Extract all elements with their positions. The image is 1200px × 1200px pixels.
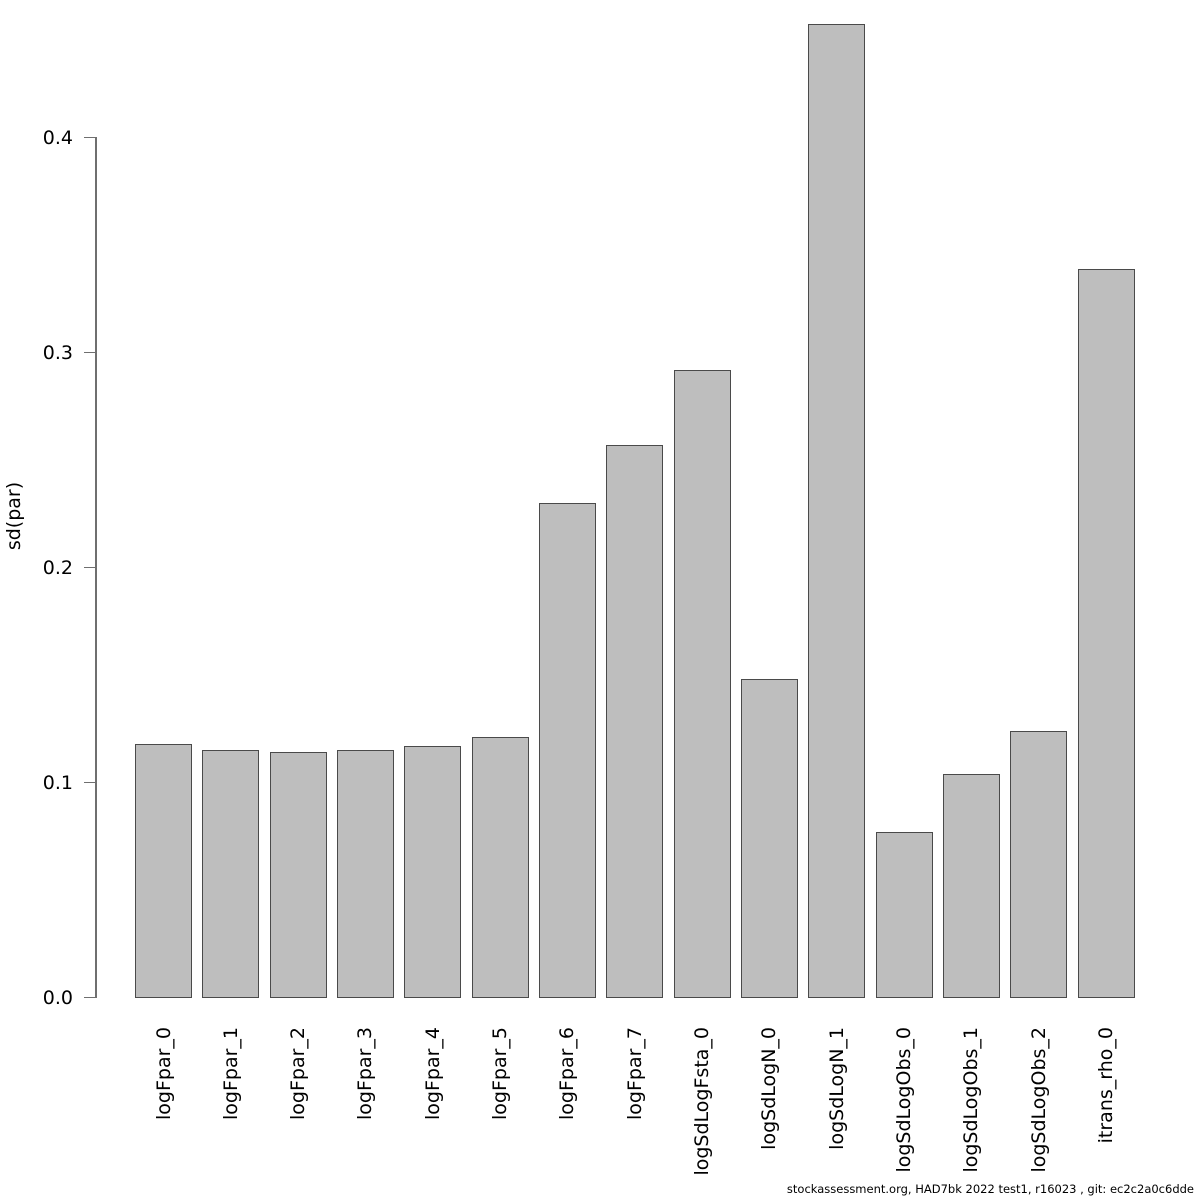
y-axis-tick-label: 0.0 xyxy=(42,986,73,1009)
x-axis-label-logFpar_4: logFpar_4 xyxy=(422,1027,444,1120)
bar-logSdLogN_0 xyxy=(740,679,798,998)
bar-logFpar_5 xyxy=(471,737,529,998)
x-axis-label-text: logFpar_4 xyxy=(421,1027,444,1120)
x-axis-label-text: itrans_rho_0 xyxy=(1095,1027,1118,1144)
bar-logFpar_2 xyxy=(269,752,327,998)
y-axis-tick xyxy=(84,351,97,354)
x-axis-label-text: logFpar_7 xyxy=(623,1027,646,1120)
x-axis-label-text: logSdLogFsta_0 xyxy=(691,1027,714,1176)
x-axis-label-logSdLogN_1: logSdLogN_1 xyxy=(826,1027,848,1150)
y-axis-title-text: sd(par) xyxy=(3,481,25,551)
y-axis-tick-label: 0.3 xyxy=(42,341,73,364)
x-axis-label-text: logSdLogN_1 xyxy=(825,1027,848,1150)
bar-logFpar_7 xyxy=(606,444,664,998)
y-axis-tick-label: 0.1 xyxy=(42,771,73,794)
x-axis-label-logFpar_7: logFpar_7 xyxy=(624,1027,646,1120)
x-axis-label-logFpar_0: logFpar_0 xyxy=(153,1027,175,1120)
x-axis-label-text: logSdLogN_0 xyxy=(758,1027,781,1150)
y-axis-tick xyxy=(84,781,97,784)
y-axis-tick xyxy=(84,566,97,569)
x-axis-label-text: logSdLogObs_1 xyxy=(960,1027,983,1173)
x-axis-label-text: logFpar_0 xyxy=(152,1027,175,1120)
bar-logFpar_3 xyxy=(336,750,394,998)
y-axis-tick xyxy=(84,136,97,139)
bar-logSdLogFsta_0 xyxy=(673,369,731,998)
bar-itrans_rho_0 xyxy=(1077,268,1135,998)
bar-logSdLogObs_1 xyxy=(942,773,1000,998)
bar-logFpar_6 xyxy=(538,503,596,998)
footer-watermark: stockassessment.org, HAD7bk 2022 test1, … xyxy=(786,1182,1194,1196)
y-axis-tick-label: 0.4 xyxy=(42,126,73,149)
x-axis-label-logFpar_1: logFpar_1 xyxy=(220,1027,242,1120)
x-axis-label-text: logFpar_2 xyxy=(287,1027,310,1120)
x-axis-label-text: logFpar_3 xyxy=(354,1027,377,1120)
y-axis-tick-label: 0.2 xyxy=(42,556,73,579)
x-axis-label-logFpar_2: logFpar_2 xyxy=(287,1027,309,1120)
bar-logFpar_0 xyxy=(135,743,192,998)
x-axis-label-text: logSdLogObs_0 xyxy=(893,1027,916,1173)
bar-logFpar_1 xyxy=(202,750,260,998)
x-axis-label-logSdLogObs_1: logSdLogObs_1 xyxy=(960,1027,982,1173)
x-axis-label-text: logFpar_6 xyxy=(556,1027,579,1120)
x-axis-label-logFpar_6: logFpar_6 xyxy=(556,1027,578,1120)
x-axis-label-logSdLogN_0: logSdLogN_0 xyxy=(758,1027,780,1150)
bar-logSdLogObs_2 xyxy=(1010,730,1068,998)
x-axis-label-text: logFpar_1 xyxy=(219,1027,242,1120)
bar-logFpar_4 xyxy=(404,745,462,998)
bar-logSdLogObs_0 xyxy=(875,831,933,998)
x-axis-label-text: logFpar_5 xyxy=(489,1027,512,1120)
x-axis-label-text: logSdLogObs_2 xyxy=(1027,1027,1050,1173)
bar-logSdLogN_1 xyxy=(808,23,866,998)
x-axis-label-logSdLogFsta_0: logSdLogFsta_0 xyxy=(691,1027,713,1176)
y-axis-tick xyxy=(84,996,97,999)
x-axis-label-logFpar_3: logFpar_3 xyxy=(354,1027,376,1120)
x-axis-label-logSdLogObs_2: logSdLogObs_2 xyxy=(1028,1027,1050,1173)
x-axis-label-logFpar_5: logFpar_5 xyxy=(489,1027,511,1120)
x-axis-label-logSdLogObs_0: logSdLogObs_0 xyxy=(893,1027,915,1173)
x-axis-label-itrans_rho_0: itrans_rho_0 xyxy=(1095,1027,1117,1143)
